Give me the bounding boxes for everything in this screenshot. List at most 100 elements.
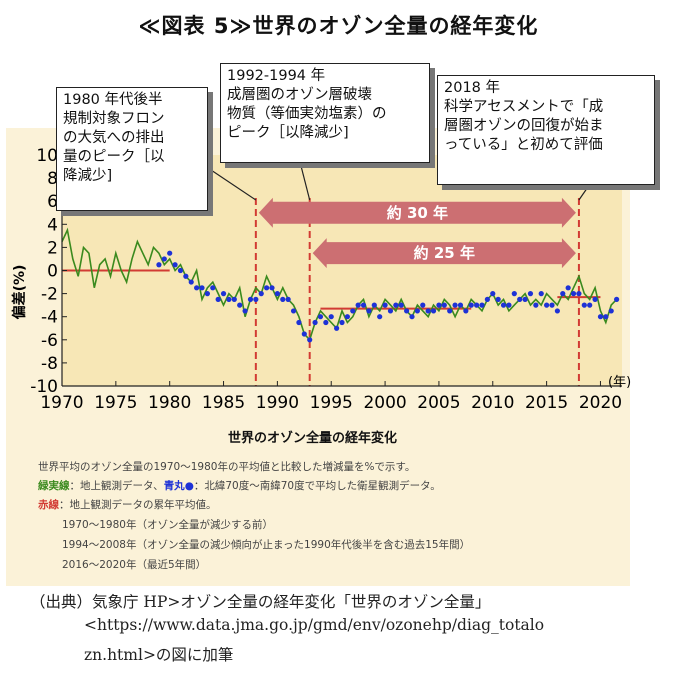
blue-point: [355, 302, 361, 308]
source-url-line: <https://www.data.jma.go.jp/gmd/env/ozon…: [84, 616, 545, 634]
callout-1980s: 1980 年代後半 規制対象フロン の大気への排出 量のピーク［以 降減少]: [56, 87, 208, 211]
blue-point: [398, 302, 404, 308]
legend-line-4: 1970～1980年（オゾン全量が減少する前）: [62, 519, 273, 531]
source-line-1: （出典）気象庁 HP>オゾン全量の経年変化「世界のオゾン全量」: [30, 593, 491, 611]
blue-point: [387, 308, 394, 314]
x-tick-label: 1995: [310, 393, 353, 413]
y-tick-labels: 10 8 6 4 2 0 -2 -4 -6 -8 -10: [30, 146, 58, 397]
blue-point: [533, 302, 539, 308]
blue-point: [264, 285, 270, 291]
blue-dot-icon: ●: [184, 480, 194, 492]
blue-point: [554, 308, 560, 314]
blue-point: [581, 302, 587, 308]
period-arrow-1: [258, 197, 576, 228]
blue-point: [511, 291, 517, 297]
x-tick-label: 1980: [148, 393, 191, 413]
source-line-3: zn.html>の図に加筆: [84, 646, 234, 664]
legend-green-key: 緑実線: [38, 480, 70, 492]
blue-point: [570, 291, 577, 297]
blue-point: [167, 250, 173, 256]
blue-point: [188, 279, 194, 285]
callout-2018: 2018 年 科学アセスメントで「成 層圏オゾンの回復が始ま っている」と初めて…: [437, 75, 655, 185]
figure-title: ≪図表 5≫世界のオゾン全量の経年変化: [138, 14, 539, 38]
blue-point: [199, 285, 205, 291]
y-tick-label: 6: [47, 192, 58, 212]
blue-point: [172, 262, 178, 268]
blue-point: [274, 291, 280, 297]
blue-point: [177, 267, 184, 274]
blue-point: [360, 302, 367, 308]
blue-point: [290, 308, 297, 314]
series-points-blue: [156, 250, 620, 343]
y-tick-label: 8: [47, 169, 58, 189]
blue-point: [560, 291, 566, 297]
y-tick-label: -6: [41, 331, 58, 351]
blue-point: [565, 285, 571, 291]
y-tick-label: 10: [36, 146, 58, 166]
blue-point: [544, 302, 550, 308]
x-tick-label: 2000: [363, 393, 406, 413]
blue-point: [587, 302, 593, 308]
x-tick-labels: 1970 1975 1980 1985 1990 1995 2000 2005 2010 2015…: [40, 393, 622, 413]
blue-point: [215, 296, 221, 302]
callout-connector-2: [299, 161, 311, 201]
x-tick-label: 1990: [256, 393, 299, 413]
y-tick-label: 2: [47, 238, 58, 258]
blue-point: [614, 296, 620, 302]
blue-point: [280, 296, 286, 302]
blue-point: [479, 302, 485, 308]
y-axis-label: 偏差(%): [11, 265, 28, 320]
blue-point: [430, 308, 437, 314]
callout-connectors: [207, 161, 591, 201]
blue-point: [500, 302, 507, 308]
blue-point: [194, 285, 200, 291]
period-arrow-2: [312, 238, 576, 269]
legend-line-5: 1994～2008年（オゾン全量の減少傾向が止まった1990年代後半を含む過去1…: [62, 539, 471, 551]
blue-point: [312, 319, 318, 326]
blue-point: [366, 308, 372, 314]
blue-point: [210, 285, 216, 291]
blue-point: [436, 302, 442, 308]
blue-point: [597, 314, 604, 320]
chart-caption-title: 世界のオゾン全量の経年変化: [228, 431, 398, 446]
blue-point: [269, 285, 275, 291]
x-tick-label: 2020: [579, 393, 622, 413]
period-arrow-label-1: 約 30 年: [387, 204, 448, 222]
blue-point: [307, 337, 313, 343]
callout-connector-1: [207, 167, 257, 201]
blue-point: [495, 296, 501, 302]
x-tick-label: 2010: [471, 393, 514, 413]
blue-point: [452, 302, 458, 308]
blue-point: [339, 319, 345, 326]
blue-point: [183, 273, 189, 279]
blue-point: [231, 296, 237, 302]
period-arrows: 約 30 年約 25 年: [258, 197, 576, 269]
blue-point: [538, 291, 544, 297]
blue-point: [506, 302, 512, 308]
blue-point: [420, 302, 426, 308]
blue-point: [425, 308, 431, 314]
blue-point: [608, 308, 614, 314]
blue-point: [247, 296, 254, 302]
x-tick-label: 1975: [94, 393, 137, 413]
blue-point: [226, 296, 232, 302]
blue-point: [474, 302, 480, 308]
blue-point: [484, 296, 490, 302]
x-tick-label: 1970: [40, 393, 83, 413]
blue-point: [204, 291, 210, 297]
y-tick-label: 0: [47, 262, 58, 282]
blue-point: [253, 296, 259, 302]
blue-point: [468, 302, 474, 308]
x-tick-label: 1985: [202, 393, 245, 413]
legend-line-6: 2016～2020年（最近5年間）: [62, 559, 207, 571]
legend-line-3: 赤線：地上観測データの累年平均値。: [38, 499, 217, 511]
series-line-green: [61, 227, 618, 342]
blue-point: [382, 302, 388, 308]
callout-1992-1994: 1992-1994 年 成層圏のオゾン層破壊 物質（等価実効塩素）の ピーク［以…: [220, 63, 430, 163]
blue-point: [296, 319, 302, 326]
blue-point: [576, 291, 582, 297]
legend-blue-key: 青丸: [163, 480, 185, 492]
blue-point: [328, 314, 334, 320]
blue-point: [592, 296, 598, 302]
blue-point: [463, 308, 469, 314]
